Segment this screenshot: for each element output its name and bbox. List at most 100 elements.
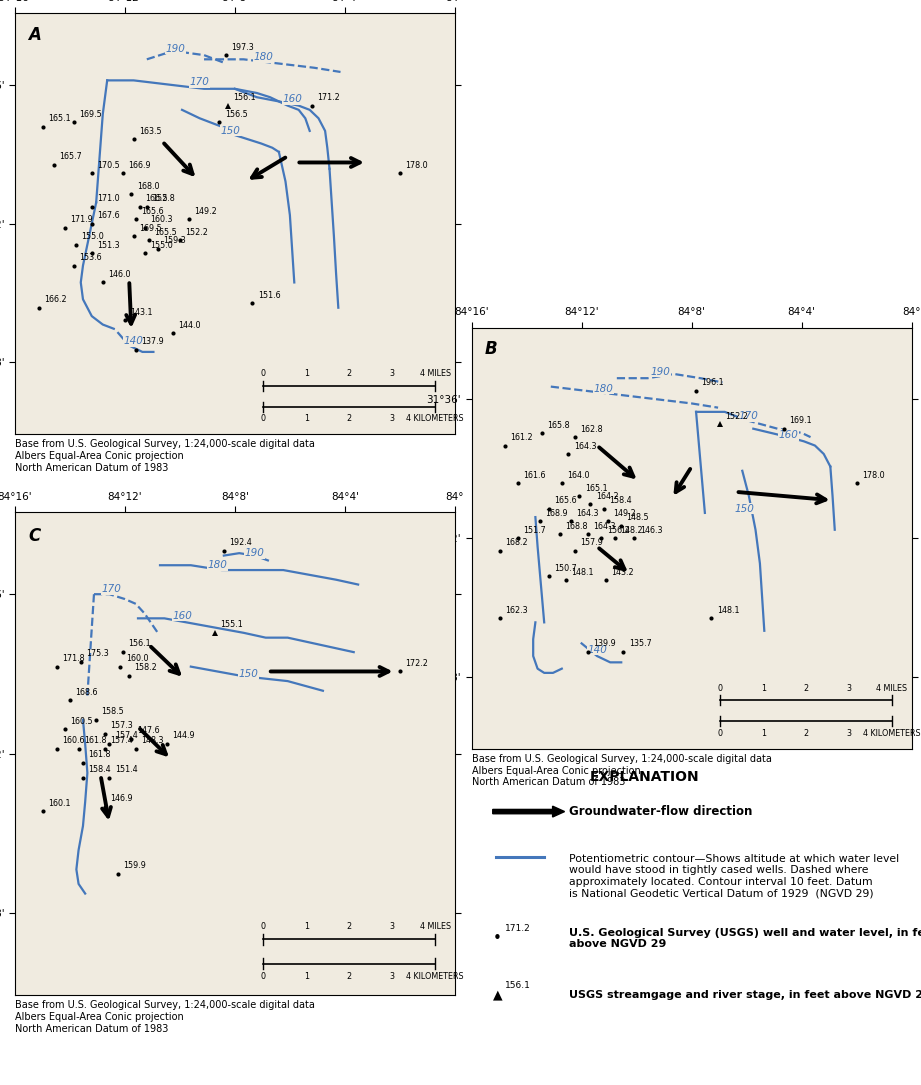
Text: 3: 3 [390, 369, 395, 378]
Text: 164.0: 164.0 [567, 471, 589, 480]
Text: 156.1: 156.1 [128, 639, 150, 648]
Text: 143.1: 143.1 [130, 308, 153, 317]
Text: 148.5: 148.5 [626, 513, 649, 522]
Text: 0: 0 [717, 684, 723, 692]
Text: 166.9: 166.9 [128, 161, 150, 169]
Text: 161.8: 161.8 [88, 751, 111, 760]
Text: 152.2: 152.2 [185, 228, 208, 237]
Text: 162.3: 162.3 [506, 605, 528, 615]
Text: 4 KILOMETERS: 4 KILOMETERS [406, 414, 464, 423]
Text: 164.3: 164.3 [576, 509, 599, 518]
Text: 151.6: 151.6 [258, 291, 280, 301]
Text: 170.5: 170.5 [97, 161, 120, 169]
Text: 140: 140 [587, 644, 607, 654]
Text: EXPLANATION: EXPLANATION [589, 770, 700, 784]
Text: 146.9: 146.9 [111, 794, 133, 803]
Text: 170: 170 [190, 77, 210, 88]
Text: 180: 180 [207, 560, 227, 571]
Text: •: • [493, 931, 502, 946]
Text: 2: 2 [346, 922, 352, 931]
Text: 175.3: 175.3 [86, 649, 109, 658]
Text: 2: 2 [346, 972, 352, 981]
Text: U.S. Geological Survey (USGS) well and water level, in feet
above NGVD 29: U.S. Geological Survey (USGS) well and w… [569, 928, 921, 949]
Text: 162.8: 162.8 [580, 424, 603, 434]
Text: 197.3: 197.3 [231, 42, 254, 52]
Text: 160.5: 160.5 [71, 716, 93, 726]
Text: 161.2: 161.2 [510, 433, 532, 443]
Text: 0: 0 [717, 729, 723, 738]
Text: 166.5: 166.5 [146, 194, 169, 203]
Text: 1: 1 [304, 414, 309, 423]
Text: 161.6: 161.6 [523, 471, 545, 480]
Text: 163.5: 163.5 [139, 127, 161, 136]
Text: 1: 1 [304, 922, 309, 931]
Text: 168.0: 168.0 [136, 181, 159, 191]
Text: Base from U.S. Geological Survey, 1:24,000-scale digital data
Albers Equal-Area : Base from U.S. Geological Survey, 1:24,0… [15, 439, 315, 473]
Text: 152.2: 152.2 [726, 412, 749, 421]
Text: 165.6: 165.6 [141, 207, 164, 216]
Text: 1: 1 [304, 972, 309, 981]
Text: 157.3: 157.3 [111, 722, 133, 730]
Text: 158.4: 158.4 [88, 765, 111, 774]
Text: 3: 3 [390, 972, 395, 981]
Text: Groundwater-flow direction: Groundwater-flow direction [569, 805, 752, 818]
Text: 3: 3 [846, 684, 852, 692]
Text: C: C [28, 526, 41, 545]
Text: 180: 180 [594, 384, 613, 394]
Text: Base from U.S. Geological Survey, 1:24,000-scale digital data
Albers Equal-Area : Base from U.S. Geological Survey, 1:24,0… [15, 1000, 315, 1034]
Text: 165.1: 165.1 [49, 114, 71, 124]
Text: 148.1: 148.1 [572, 567, 594, 577]
Text: 160.6: 160.6 [62, 736, 85, 744]
Text: 160.1: 160.1 [49, 799, 71, 807]
Text: 164.2: 164.2 [596, 493, 618, 501]
Text: 155.1: 155.1 [220, 620, 243, 629]
Text: 139.9: 139.9 [593, 639, 616, 649]
Text: 171.2: 171.2 [505, 924, 530, 933]
Text: 151.7: 151.7 [523, 526, 546, 535]
Text: 168.9: 168.9 [545, 509, 567, 518]
Text: USGS streamgage and river stage, in feet above NGVD 29: USGS streamgage and river stage, in feet… [569, 990, 921, 1000]
Text: 147.6: 147.6 [136, 726, 159, 736]
Text: 2: 2 [803, 729, 809, 738]
Text: 1: 1 [761, 729, 765, 738]
Text: 171.8: 171.8 [62, 654, 85, 663]
Text: 165.1: 165.1 [585, 484, 607, 493]
Text: 164.3: 164.3 [574, 442, 596, 450]
Text: 165.7: 165.7 [60, 152, 82, 162]
Text: 158.5: 158.5 [101, 706, 124, 716]
Text: 168.2: 168.2 [506, 538, 528, 548]
Text: 168.6: 168.6 [75, 688, 98, 697]
Text: 148.3: 148.3 [141, 736, 164, 744]
Text: 0: 0 [261, 414, 266, 423]
Text: 2: 2 [803, 684, 809, 692]
Text: Potentiometric contour—Shows altitude at which water level
would have stood in t: Potentiometric contour—Shows altitude at… [569, 854, 899, 898]
Text: 156.1: 156.1 [234, 93, 256, 102]
Text: 151.3: 151.3 [97, 241, 120, 250]
Text: 190: 190 [245, 548, 264, 558]
Text: 158.2: 158.2 [134, 663, 157, 673]
Text: 160: 160 [282, 94, 302, 104]
Text: 160: 160 [778, 430, 799, 441]
Text: 150: 150 [220, 126, 240, 136]
Text: 168.8: 168.8 [565, 522, 588, 531]
Text: 167.6: 167.6 [97, 212, 120, 220]
Text: 151.4: 151.4 [115, 765, 137, 774]
Text: 171.9: 171.9 [71, 215, 93, 225]
Text: 170: 170 [739, 411, 759, 421]
Text: 178.0: 178.0 [405, 161, 428, 169]
Text: 178.0: 178.0 [862, 471, 885, 480]
Text: 160.3: 160.3 [150, 215, 172, 225]
Text: 144.0: 144.0 [179, 320, 201, 330]
Text: 156.2: 156.2 [607, 526, 629, 535]
Text: 143.2: 143.2 [612, 567, 634, 577]
Text: 148.1: 148.1 [717, 605, 740, 615]
Text: 0: 0 [261, 922, 266, 931]
Text: 156.5: 156.5 [225, 110, 248, 119]
Text: 156.1: 156.1 [505, 981, 530, 990]
Text: 155.0: 155.0 [150, 241, 172, 250]
Text: 196.1: 196.1 [702, 379, 724, 387]
Text: 190: 190 [166, 43, 185, 54]
Text: 4 MILES: 4 MILES [877, 684, 907, 692]
Text: 149.2: 149.2 [194, 207, 216, 216]
Text: 150: 150 [239, 668, 258, 679]
